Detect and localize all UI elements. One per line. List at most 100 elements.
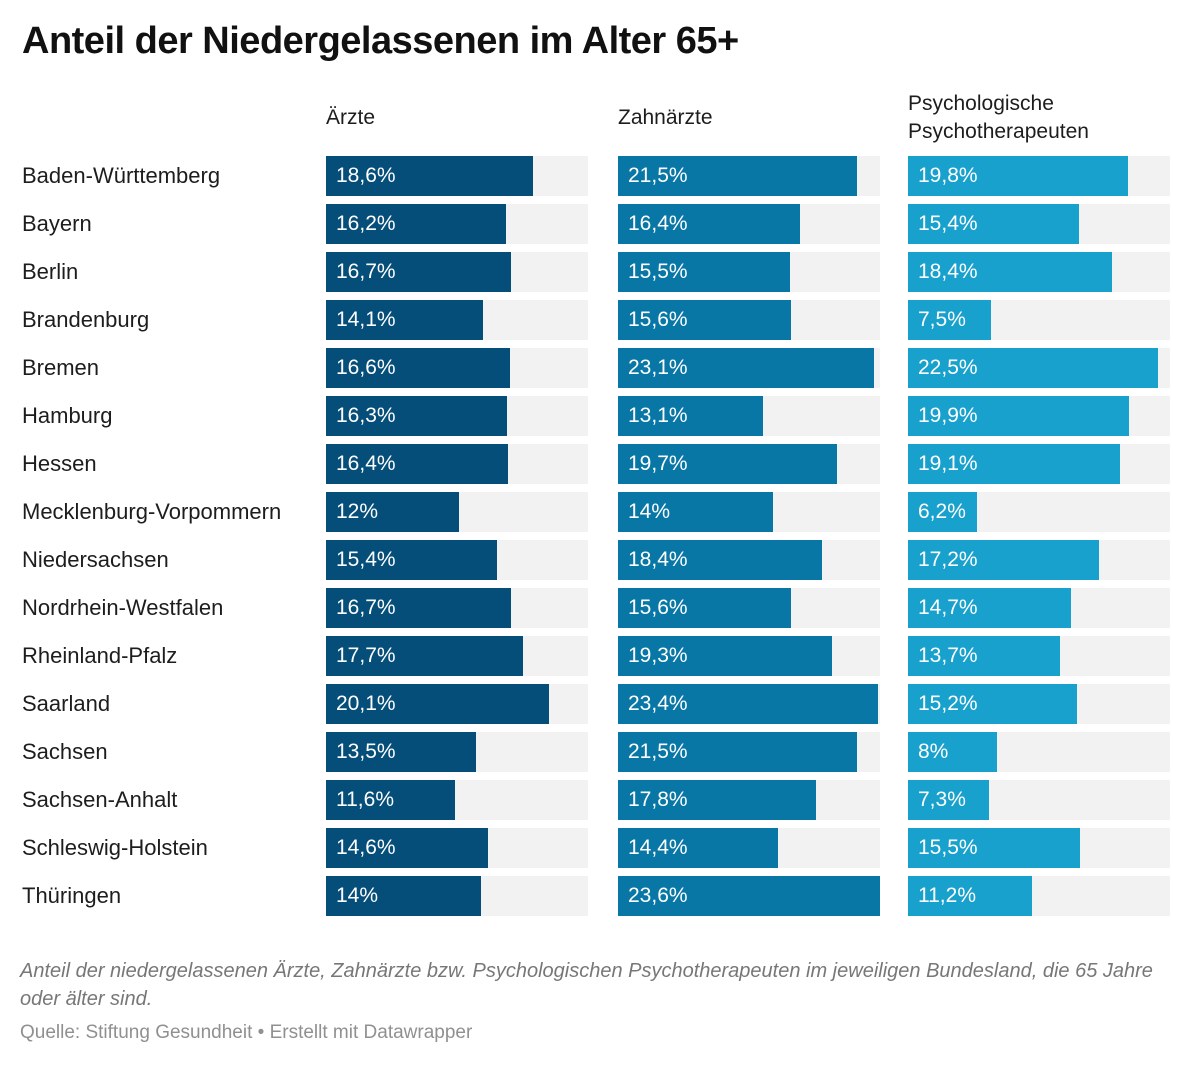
bar-track: 16,7% xyxy=(326,252,588,292)
bar-track: 19,8% xyxy=(908,156,1170,196)
bar-value-label: 16,2% xyxy=(336,212,396,235)
bar-value-label: 18,6% xyxy=(336,164,396,187)
chart-source: Quelle: Stiftung Gesundheit • Erstellt m… xyxy=(20,1022,473,1043)
bar xyxy=(908,636,1061,676)
bar-value-label: 8% xyxy=(918,740,949,763)
bar xyxy=(618,300,792,340)
row-label: Schleswig-Holstein xyxy=(22,835,208,860)
bar-track: 13,1% xyxy=(618,396,880,436)
bar-track: 17,8% xyxy=(618,780,880,820)
bar-value-label: 23,4% xyxy=(628,692,688,715)
bar-value-label: 21,5% xyxy=(628,164,688,187)
bar-value-label: 17,8% xyxy=(628,788,688,811)
bar-track: 20,1% xyxy=(326,684,588,724)
bar xyxy=(908,444,1120,484)
chart-title: Anteil der Niedergelassenen im Alter 65+ xyxy=(22,20,739,62)
bar xyxy=(908,300,992,340)
row-label: Nordrhein-Westfalen xyxy=(22,595,224,620)
bar-value-label: 18,4% xyxy=(918,260,978,283)
bar xyxy=(908,348,1158,388)
column-header: Zahnärzte xyxy=(618,106,713,129)
row-label: Thüringen xyxy=(22,883,122,908)
bar-track: 23,6% xyxy=(618,876,880,916)
bar-track: 7,3% xyxy=(908,780,1170,820)
bar-value-label: 15,2% xyxy=(918,692,978,715)
bar xyxy=(618,828,778,868)
bar-track: 6,2% xyxy=(908,492,1170,532)
bar xyxy=(326,348,511,388)
bar xyxy=(326,492,460,532)
bar-value-label: 16,4% xyxy=(628,212,688,235)
bar xyxy=(618,348,875,388)
bar xyxy=(326,252,512,292)
bar xyxy=(908,252,1113,292)
bar-value-label: 13,5% xyxy=(336,740,396,763)
bar-value-label: 11,6% xyxy=(336,788,394,811)
bar-track: 18,4% xyxy=(908,252,1170,292)
bar-value-label: 18,4% xyxy=(628,548,688,571)
row-label: Bremen xyxy=(22,355,100,380)
bar-track: 22,5% xyxy=(908,348,1170,388)
bar xyxy=(618,732,857,772)
bar-value-label: 14% xyxy=(628,500,671,523)
bar-value-label: 15,4% xyxy=(918,212,978,235)
bar xyxy=(326,636,523,676)
bar-track: 16,3% xyxy=(326,396,588,436)
bar-value-label: 19,1% xyxy=(918,452,978,475)
bar-value-label: 17,2% xyxy=(918,548,978,571)
row-label: Hessen xyxy=(22,451,97,476)
bar xyxy=(908,732,997,772)
bar-value-label: 13,7% xyxy=(918,644,978,667)
bar-track: 16,6% xyxy=(326,348,588,388)
bar xyxy=(618,636,833,676)
row-label: Sachsen xyxy=(22,739,108,764)
bar-track: 21,5% xyxy=(618,156,880,196)
bar xyxy=(618,588,792,628)
bar xyxy=(618,444,837,484)
row-label: Saarland xyxy=(22,691,111,716)
bar-value-label: 16,7% xyxy=(336,260,396,283)
bar-value-label: 14% xyxy=(336,884,379,907)
bar-track: 15,6% xyxy=(618,588,880,628)
bar-value-label: 16,6% xyxy=(336,356,396,379)
bar-value-label: 16,4% xyxy=(336,452,396,475)
bar-track: 21,5% xyxy=(618,732,880,772)
bar-track: 14,1% xyxy=(326,300,588,340)
bar-value-label: 12% xyxy=(336,500,379,523)
bar-track: 23,4% xyxy=(618,684,880,724)
bar-value-label: 15,4% xyxy=(336,548,396,571)
bar xyxy=(326,588,512,628)
bar xyxy=(326,876,482,916)
bar xyxy=(326,684,550,724)
bar-value-label: 15,6% xyxy=(628,308,688,331)
bar-value-label: 23,1% xyxy=(628,356,688,379)
bar-track: 15,5% xyxy=(618,252,880,292)
bar-value-label: 14,1% xyxy=(336,308,396,331)
bar xyxy=(908,540,1099,580)
bar xyxy=(618,156,857,196)
bar xyxy=(618,780,816,820)
bar-value-label: 14,7% xyxy=(918,596,978,619)
row-label: Berlin xyxy=(22,259,79,284)
bar-track: 14,6% xyxy=(326,828,588,868)
bar-track: 16,2% xyxy=(326,204,588,244)
bar-value-label: 17,7% xyxy=(336,644,396,667)
bar-track: 15,2% xyxy=(908,684,1170,724)
bar xyxy=(908,156,1128,196)
bar-value-label: 15,6% xyxy=(628,596,688,619)
chart-description: Anteil der niedergelassenen Ärzte, Zahnä… xyxy=(20,960,1153,1010)
bar xyxy=(908,204,1079,244)
bar-value-label: 7,5% xyxy=(918,308,966,331)
bar-track: 17,2% xyxy=(908,540,1170,580)
bar xyxy=(618,396,764,436)
bar-track: 16,4% xyxy=(618,204,880,244)
bar-value-label: 16,3% xyxy=(336,404,396,427)
bar-value-label: 20,1% xyxy=(336,692,396,715)
bar-value-label: 21,5% xyxy=(628,740,688,763)
bar-value-label: 19,9% xyxy=(918,404,978,427)
bar-value-label: 15,5% xyxy=(918,836,978,859)
bar xyxy=(326,732,476,772)
bar xyxy=(618,876,880,916)
bar-track: 14% xyxy=(326,876,588,916)
bar-value-label: 6,2% xyxy=(918,500,966,523)
